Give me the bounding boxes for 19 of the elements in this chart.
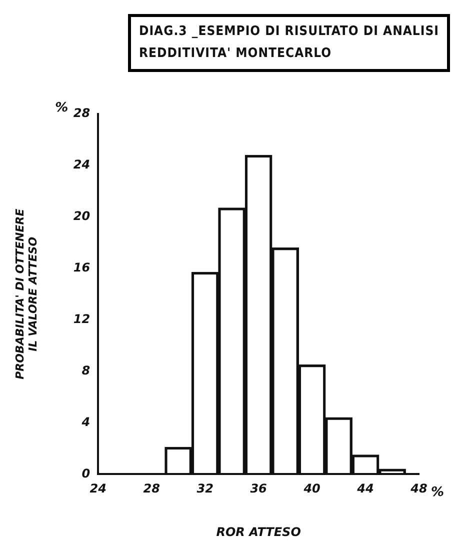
y-axis-title: PROBABILITA' DI OTTENERE IL VALORE ATTESO xyxy=(13,208,40,380)
x-tick-label: 48 xyxy=(410,482,428,496)
text: % xyxy=(55,100,68,116)
y-tick-label: 8 xyxy=(82,363,90,378)
x-axis-title: ROR ATTESO xyxy=(216,524,301,539)
y-tick-label: 28 xyxy=(73,106,90,120)
chart-title: DIAG.3 _ESEMPIO DI RISULTATO DI ANALISI REDDITIVITA' MONTECARLO xyxy=(128,14,450,72)
y-tick-label: 0 xyxy=(82,466,90,480)
y-tick-label: 24 xyxy=(73,158,90,172)
text: % xyxy=(431,485,444,500)
x-tick-label: 44 xyxy=(356,482,374,496)
x-tick-label: 40 xyxy=(302,482,320,496)
y-tick-label: 12 xyxy=(73,312,90,326)
x-tick-label: 32 xyxy=(196,482,214,496)
x-tick-label: 28 xyxy=(143,482,160,496)
y-tick-label: 16 xyxy=(73,260,90,274)
x-tick-label: 36 xyxy=(250,482,267,496)
y-tick-label: 4 xyxy=(80,414,90,429)
y-tick-label: 20 xyxy=(73,209,90,224)
